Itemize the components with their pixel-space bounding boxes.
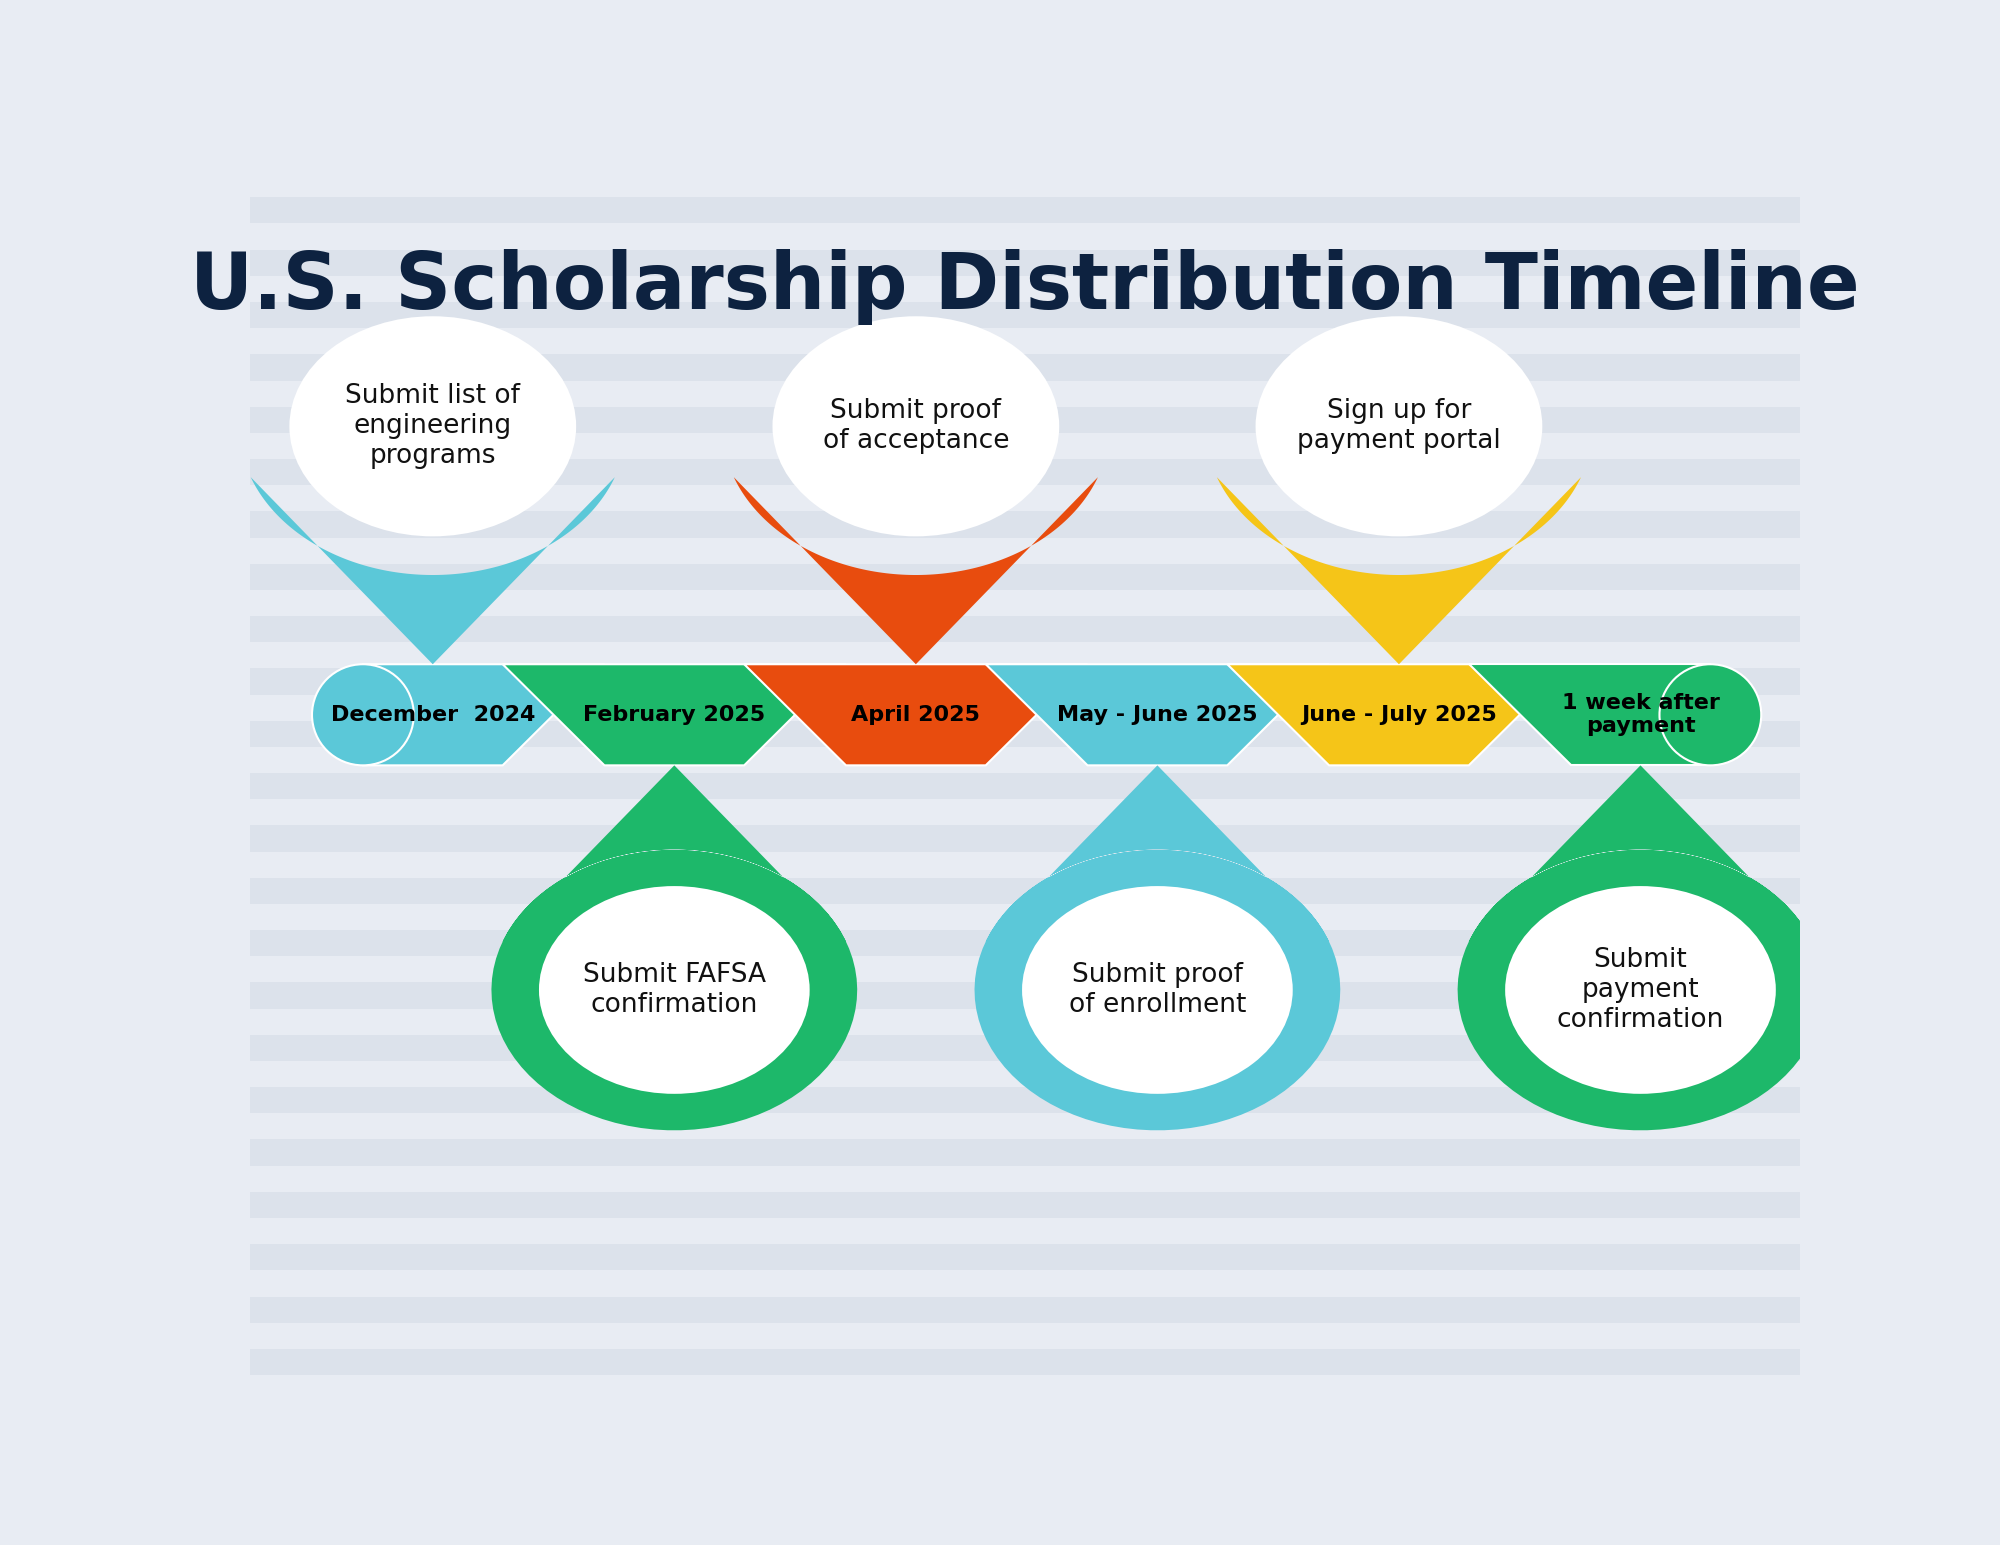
Polygon shape xyxy=(362,664,604,765)
Bar xyxy=(250,720,1800,746)
Bar xyxy=(250,250,1800,277)
Circle shape xyxy=(772,317,1060,536)
Ellipse shape xyxy=(312,664,414,765)
Polygon shape xyxy=(1458,765,1824,1131)
Circle shape xyxy=(1256,317,1542,536)
Text: U.S. Scholarship Distribution Timeline: U.S. Scholarship Distribution Timeline xyxy=(190,249,1860,324)
Polygon shape xyxy=(986,664,1330,765)
Bar xyxy=(250,1035,1800,1061)
Bar xyxy=(250,1088,1800,1114)
Polygon shape xyxy=(1468,664,1710,765)
Bar xyxy=(250,616,1800,643)
Bar xyxy=(250,1140,1800,1165)
Polygon shape xyxy=(974,765,1340,1131)
Bar xyxy=(250,40,1800,66)
Bar xyxy=(250,354,1800,380)
Bar xyxy=(250,669,1800,695)
Polygon shape xyxy=(492,765,858,1131)
Bar xyxy=(250,1296,1800,1323)
Text: February 2025: February 2025 xyxy=(584,705,766,725)
Text: April 2025: April 2025 xyxy=(852,705,980,725)
Polygon shape xyxy=(1228,664,1570,765)
Text: 1 week after
payment: 1 week after payment xyxy=(1562,694,1720,737)
Bar xyxy=(250,930,1800,956)
Polygon shape xyxy=(734,477,1098,664)
Bar xyxy=(250,1349,1800,1375)
Bar xyxy=(250,198,1800,224)
Text: Submit
payment
confirmation: Submit payment confirmation xyxy=(1556,947,1724,1034)
Text: Sign up for
payment portal: Sign up for payment portal xyxy=(1298,399,1500,454)
Bar xyxy=(250,459,1800,485)
Bar xyxy=(250,825,1800,851)
Polygon shape xyxy=(502,664,846,765)
Text: Submit FAFSA
confirmation: Submit FAFSA confirmation xyxy=(582,963,766,1018)
Text: Submit proof
of acceptance: Submit proof of acceptance xyxy=(822,399,1010,454)
Ellipse shape xyxy=(1660,664,1762,765)
Polygon shape xyxy=(744,664,1088,765)
Bar xyxy=(250,772,1800,799)
Bar xyxy=(250,301,1800,328)
Bar xyxy=(250,511,1800,538)
Text: June - July 2025: June - July 2025 xyxy=(1302,705,1496,725)
Circle shape xyxy=(538,887,810,1094)
Bar xyxy=(250,983,1800,1009)
Bar xyxy=(250,878,1800,904)
Bar xyxy=(250,1244,1800,1270)
Text: December  2024: December 2024 xyxy=(330,705,534,725)
Text: Submit proof
of enrollment: Submit proof of enrollment xyxy=(1068,963,1246,1018)
Bar xyxy=(250,564,1800,590)
Bar xyxy=(250,1191,1800,1217)
Text: May - June 2025: May - June 2025 xyxy=(1058,705,1258,725)
Circle shape xyxy=(1022,887,1292,1094)
Bar xyxy=(250,93,1800,119)
Polygon shape xyxy=(250,477,614,664)
Bar xyxy=(250,406,1800,433)
Bar xyxy=(250,0,1800,14)
Bar xyxy=(250,145,1800,171)
Text: Submit list of
engineering
programs: Submit list of engineering programs xyxy=(346,383,520,470)
Polygon shape xyxy=(1216,477,1582,664)
Circle shape xyxy=(290,317,576,536)
Circle shape xyxy=(1506,887,1776,1094)
